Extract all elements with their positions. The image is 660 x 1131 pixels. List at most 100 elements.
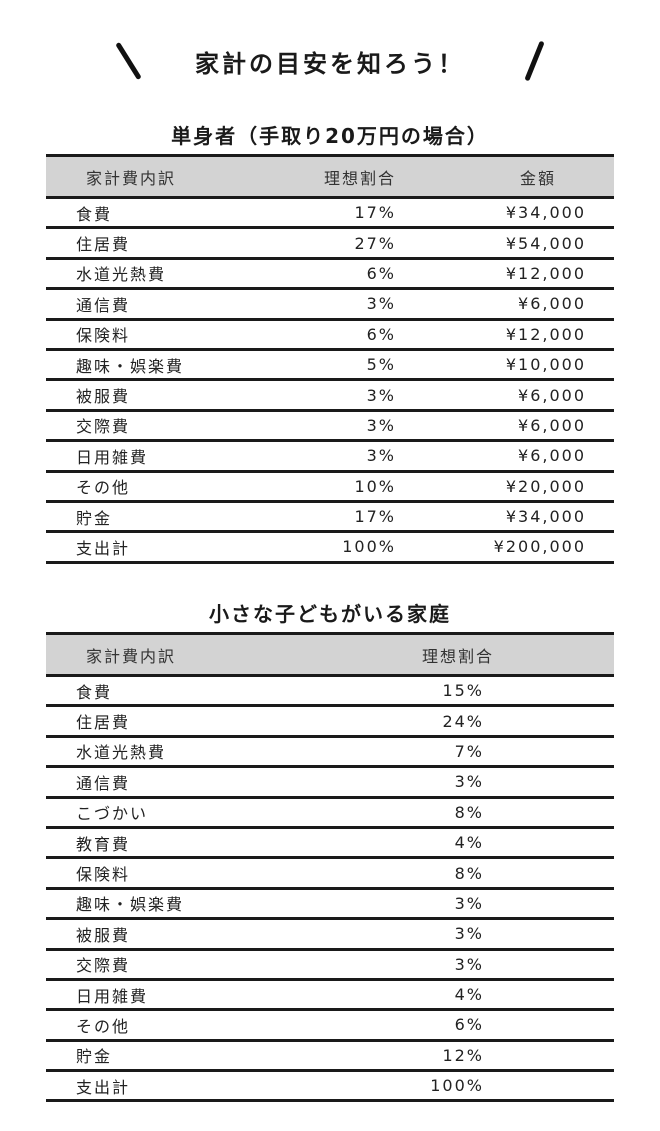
cell-amount: ¥10,000 [396, 349, 614, 382]
single-section-title: 単身者（手取り20万円の場合） [171, 124, 489, 148]
cell-ratio: 7% [326, 736, 614, 769]
table-row: 交際費 3% ¥6,000 [46, 410, 614, 443]
cell-item: 保険料 [46, 857, 326, 890]
cell-item: 支出計 [46, 531, 256, 564]
cell-ratio: 17% [256, 501, 396, 534]
cell-ratio: 3% [256, 410, 396, 443]
cell-ratio: 12% [326, 1040, 614, 1073]
table-row: 水道光熱費 7% [46, 736, 614, 769]
cell-ratio: 3% [326, 949, 614, 981]
table-row: 貯金 17% ¥34,000 [46, 501, 614, 534]
cell-item: 貯金 [46, 1040, 326, 1073]
cell-ratio: 6% [256, 258, 396, 291]
cell-amount: ¥12,000 [396, 258, 614, 291]
table-row: 支出計 100% [46, 1070, 614, 1103]
table-row: 趣味・娯楽費 5% ¥10,000 [46, 349, 614, 382]
cell-item: 貯金 [46, 501, 256, 534]
cell-ratio: 3% [256, 440, 396, 473]
column-header-item: 家計費内訳 [46, 632, 326, 677]
cell-ratio: 3% [326, 888, 614, 921]
column-header-item: 家計費内訳 [46, 154, 256, 199]
family-budget-table: 家計費内訳 理想割合 食費 15% 住居費 24% 水道光熱費 7% 通信費 3% こづかい 8%… [46, 632, 614, 1103]
table-row: 趣味・娯楽費 3% [46, 888, 614, 921]
cell-ratio: 5% [256, 349, 396, 382]
cell-ratio: 3% [326, 766, 614, 799]
cell-item: 交際費 [46, 410, 256, 443]
cell-amount: ¥6,000 [396, 288, 614, 321]
table-row: 日用雑費 4% [46, 979, 614, 1012]
cell-ratio: 6% [326, 1009, 614, 1042]
cell-item: 趣味・娯楽費 [46, 349, 256, 382]
cell-amount: ¥6,000 [396, 440, 614, 473]
cell-item: 食費 [46, 197, 256, 230]
table-row: 通信費 3% [46, 766, 614, 799]
table-row: 被服費 3% ¥6,000 [46, 379, 614, 412]
table-row: 支出計 100% ¥200,000 [46, 531, 614, 564]
cell-ratio: 3% [256, 288, 396, 321]
cell-item: 通信費 [46, 288, 256, 321]
cell-ratio: 24% [326, 705, 614, 738]
table-row: 交際費 3% [46, 949, 614, 981]
table-row: 被服費 3% [46, 918, 614, 951]
cell-item: 通信費 [46, 766, 326, 799]
family-section-title: 小さな子どもがいる家庭 [209, 602, 451, 626]
table-row: その他 6% [46, 1009, 614, 1042]
cell-amount: ¥12,000 [396, 319, 614, 351]
page-title: 家計の目安を知ろう！ [195, 50, 465, 78]
cell-item: 住居費 [46, 227, 256, 260]
cell-item: 水道光熱費 [46, 736, 326, 769]
column-header-amount: 金額 [396, 154, 614, 199]
table-header-row: 家計費内訳 理想割合 金額 [46, 154, 614, 199]
column-header-ratio: 理想割合 [326, 632, 614, 677]
table-row: 通信費 3% ¥6,000 [46, 288, 614, 321]
table-row: こづかい 8% [46, 797, 614, 829]
cell-item: 食費 [46, 675, 326, 708]
cell-ratio: 27% [256, 227, 396, 260]
cell-amount: ¥6,000 [396, 410, 614, 443]
cell-ratio: 4% [326, 979, 614, 1012]
cell-ratio: 6% [256, 319, 396, 351]
cell-item: 日用雑費 [46, 440, 256, 473]
cell-ratio: 4% [326, 827, 614, 860]
table-row: その他 10% ¥20,000 [46, 471, 614, 503]
cell-item: 水道光熱費 [46, 258, 256, 291]
table-row: 保険料 6% ¥12,000 [46, 319, 614, 351]
table-row: 水道光熱費 6% ¥12,000 [46, 258, 614, 291]
cell-ratio: 8% [326, 797, 614, 829]
cell-ratio: 8% [326, 857, 614, 890]
cell-amount: ¥34,000 [396, 501, 614, 534]
cell-item: 教育費 [46, 827, 326, 860]
table-row: 食費 15% [46, 675, 614, 708]
table-row: 教育費 4% [46, 827, 614, 860]
cell-amount: ¥20,000 [396, 471, 614, 503]
cell-amount: ¥200,000 [396, 531, 614, 564]
table-row: 貯金 12% [46, 1040, 614, 1073]
cell-item: 趣味・娯楽費 [46, 888, 326, 921]
table-row: 食費 17% ¥34,000 [46, 197, 614, 230]
cell-item: 住居費 [46, 705, 326, 738]
cell-item: 交際費 [46, 949, 326, 981]
cell-ratio: 15% [326, 675, 614, 708]
cell-ratio: 3% [326, 918, 614, 951]
cell-item: 被服費 [46, 379, 256, 412]
cell-amount: ¥6,000 [396, 379, 614, 412]
cell-item: 保険料 [46, 319, 256, 351]
cell-ratio: 100% [326, 1070, 614, 1103]
cell-ratio: 100% [256, 531, 396, 564]
cell-item: こづかい [46, 797, 326, 829]
cell-ratio: 10% [256, 471, 396, 503]
table-row: 住居費 27% ¥54,000 [46, 227, 614, 260]
cell-ratio: 17% [256, 197, 396, 230]
table-header-row: 家計費内訳 理想割合 [46, 632, 614, 677]
column-header-ratio: 理想割合 [256, 154, 396, 199]
page-header: 家計の目安を知ろう！ [0, 40, 660, 84]
table-row: 住居費 24% [46, 705, 614, 738]
table-row: 日用雑費 3% ¥6,000 [46, 440, 614, 473]
table-row: 保険料 8% [46, 857, 614, 890]
cell-item: 日用雑費 [46, 979, 326, 1012]
cell-amount: ¥34,000 [396, 197, 614, 230]
single-budget-table: 家計費内訳 理想割合 金額 食費 17% ¥34,000 住居費 27% ¥54,000 水… [46, 154, 614, 564]
cell-amount: ¥54,000 [396, 227, 614, 260]
cell-ratio: 3% [256, 379, 396, 412]
cell-item: その他 [46, 471, 256, 503]
